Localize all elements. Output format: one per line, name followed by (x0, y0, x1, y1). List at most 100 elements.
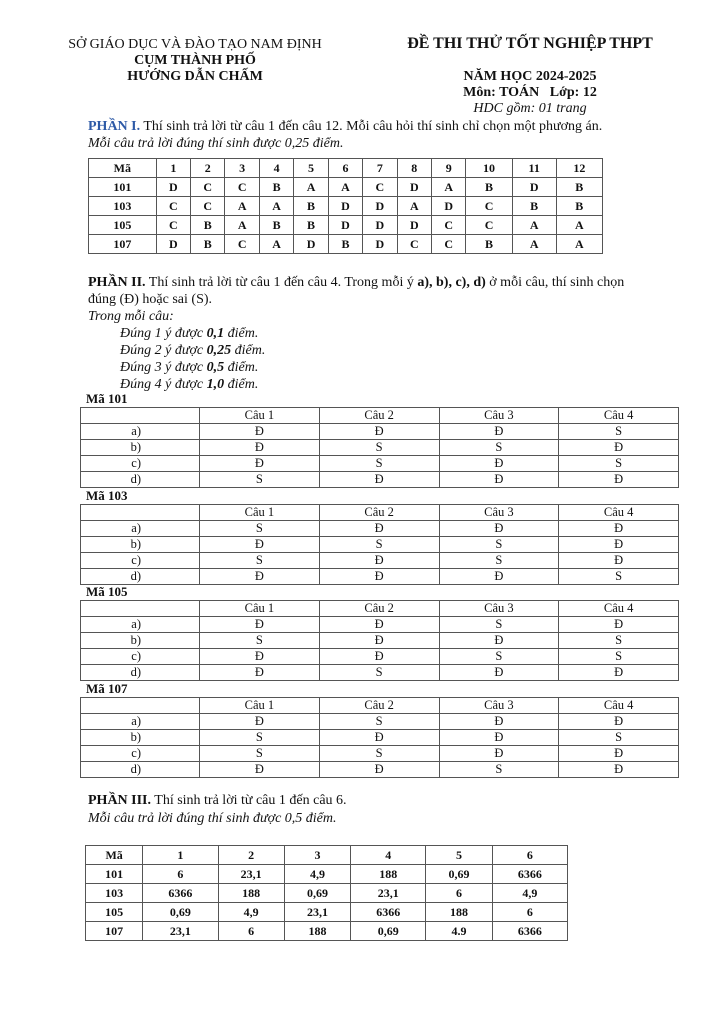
scoring-rule: Đúng 1 ý được 0,1 điểm. (120, 325, 265, 342)
table-cell: 2 (190, 158, 226, 178)
table-cell: C (190, 196, 226, 216)
table-cell: Đ (318, 760, 440, 778)
table-row: c) S Đ S Đ (80, 551, 679, 569)
cluster-name: CỤM THÀNH PHỐ (134, 53, 256, 68)
part3-scoring: Mỗi câu trả lời đúng thí sinh được 0,5 đ… (88, 811, 337, 826)
table-cell: 103 (84, 883, 144, 903)
table-cell: Đ (558, 744, 679, 762)
table-cell: Câu 4 (558, 503, 679, 521)
table-cell: 0,69 (425, 864, 493, 884)
table-row: 105 0,69 4,9 23,1 6366 188 6 (84, 902, 569, 922)
table-cell: Câu 3 (438, 407, 560, 424)
table-cell: 188 (350, 864, 427, 884)
table-row: c) Đ S Đ S (80, 455, 679, 472)
table-cell: Câu 3 (438, 696, 560, 714)
table-cell: 4 (350, 845, 427, 865)
rule-pre: Đúng 4 ý được (120, 377, 207, 392)
part2-scoring-rules: Đúng 1 ý được 0,1 điểm. Đúng 2 ý được 0,2… (120, 325, 265, 393)
table-cell: A (430, 177, 467, 197)
table-header-row: Mã 1 2 3 4 5 6 (84, 845, 569, 865)
table-cell: Câu 4 (558, 407, 679, 424)
part1-answer-table: Mã 1 2 3 4 5 6 7 8 9 10 11 12 101 D C C B A A C D A B D B 103 C C A A B… (88, 158, 604, 254)
department-name: SỞ GIÁO DỤC VÀ ĐÀO TẠO NAM ĐỊNH (68, 37, 322, 52)
table-cell: Đ (558, 471, 679, 488)
table-cell: 6366 (142, 883, 219, 903)
table-cell: b) (80, 439, 200, 456)
table-cell: Mã (84, 845, 144, 865)
table-cell: Đ (438, 423, 560, 440)
table-cell: 23,1 (283, 902, 352, 922)
table-cell: 1 (142, 845, 219, 865)
table-row: a) Đ Đ Đ S (80, 423, 679, 440)
table-cell: C (430, 215, 467, 235)
table-row: 107 D B C A D B D C C B A A (88, 234, 604, 254)
table-cell: 10 (465, 158, 513, 178)
table-cell: S (558, 728, 679, 746)
table-cell: D (362, 196, 398, 216)
table-cell: Câu 3 (438, 600, 560, 617)
table-cell: 105 (88, 215, 157, 235)
table-cell: D (155, 177, 192, 197)
table-row: 103 6366 188 0,69 23,1 6 4,9 (84, 883, 569, 903)
part1-instruction: PHẦN I. Thí sinh trả lời từ câu 1 đến câ… (88, 119, 603, 134)
table-cell: C (224, 234, 260, 254)
table-cell: Đ (558, 712, 679, 730)
table-cell: Đ (199, 535, 320, 553)
table-cell: D (362, 215, 398, 235)
table-cell: D (511, 177, 557, 197)
table-row: d) S Đ Đ Đ (80, 471, 679, 488)
table-cell: A (327, 177, 364, 197)
rule-post: điểm. (224, 360, 259, 375)
table-cell: 101 (84, 864, 144, 884)
table-cell: D (396, 215, 433, 235)
table-cell: Đ (318, 471, 440, 488)
table-cell: a) (80, 712, 200, 730)
table-cell: Câu 2 (318, 696, 440, 714)
table-cell: a) (80, 519, 200, 537)
table-cell: D (396, 177, 433, 197)
table-cell: C (465, 215, 513, 235)
table-header-row: Câu 1 Câu 2 Câu 3 Câu 4 (80, 503, 679, 521)
table-cell: Đ (318, 551, 440, 569)
table-cell: Câu 4 (558, 696, 679, 714)
table-cell: 6 (142, 864, 219, 884)
table-cell: Đ (199, 423, 320, 440)
table-cell: b) (80, 535, 200, 553)
part2-label: PHẦN II. (88, 275, 146, 290)
table-cell: a) (80, 423, 200, 440)
rule-pts: 1,0 (206, 377, 225, 392)
table-cell: S (318, 535, 440, 553)
table-cell: 107 (84, 921, 144, 941)
table-cell: C (430, 234, 467, 254)
subject-grade: Môn: TOÁN Lớp: 12 (463, 85, 597, 100)
table-cell: Đ (318, 423, 440, 440)
table-header-row: Câu 1 Câu 2 Câu 3 Câu 4 (80, 696, 679, 714)
table-cell: b) (80, 632, 200, 649)
table-row: a) Đ S Đ Đ (80, 712, 679, 730)
table-cell: D (362, 234, 398, 254)
table-row: b) S Đ Đ S (80, 728, 679, 746)
table-cell: Đ (318, 632, 440, 649)
table-cell: B (465, 177, 513, 197)
rule-post: điểm. (231, 343, 266, 358)
table-cell: 5 (425, 845, 493, 865)
table-cell: c) (80, 551, 200, 569)
table-cell: 6366 (350, 902, 427, 922)
table-cell: S (199, 551, 320, 569)
table-cell: C (396, 234, 433, 254)
table-cell: S (318, 664, 440, 681)
table-cell: B (555, 177, 604, 197)
table-cell: 6366 (491, 921, 569, 941)
part3-label: PHẦN III. (88, 793, 152, 808)
table-cell: 2 (217, 845, 285, 865)
table-cell: 6 (425, 883, 493, 903)
table-cell: 105 (84, 902, 144, 922)
school-year: NĂM HỌC 2024-2025 (463, 69, 597, 84)
table-cell: Đ (438, 712, 560, 730)
table-cell: B (555, 196, 604, 216)
table-cell: S (199, 728, 320, 746)
table-cell: Câu 4 (558, 600, 679, 617)
table-cell: C (155, 215, 192, 235)
